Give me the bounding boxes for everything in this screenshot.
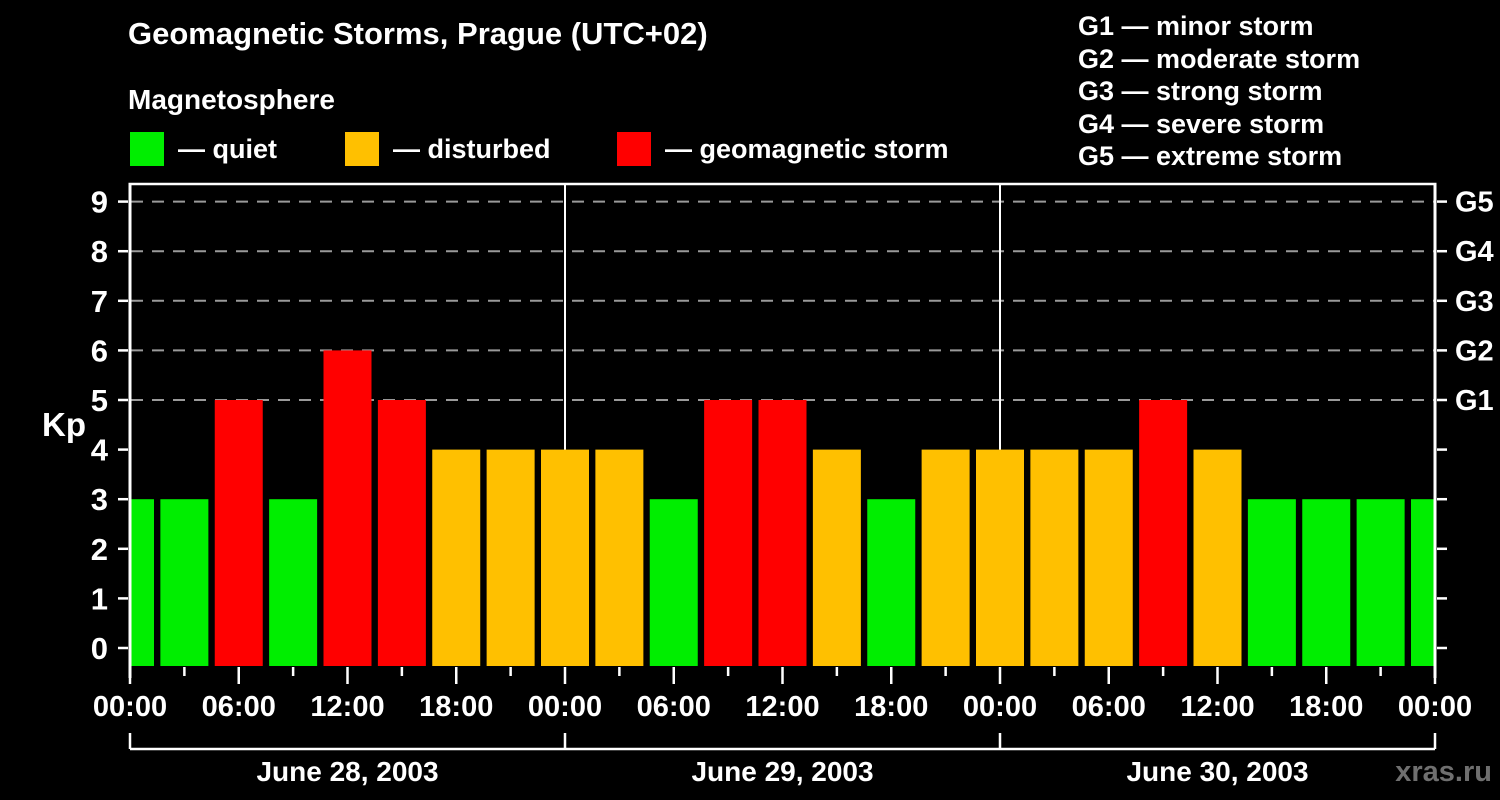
kp-bar [323, 350, 372, 666]
legend-label-disturbed: — disturbed [393, 133, 551, 164]
kp-bar [704, 400, 753, 666]
date-label: June 28, 2003 [256, 756, 438, 787]
kp-bar [758, 400, 807, 666]
kp-bar [976, 449, 1024, 666]
y-axis-tick-label: 2 [91, 532, 108, 567]
x-axis-tick-label: 18:00 [1289, 691, 1363, 723]
date-label: June 29, 2003 [691, 756, 873, 787]
g-scale-label: G4 [1455, 236, 1494, 268]
quiet-color-swatch [130, 132, 164, 166]
kp-bar [1356, 499, 1405, 666]
kp-bar [131, 499, 154, 666]
x-axis-tick-label: 06:00 [202, 691, 276, 723]
x-axis-tick-label: 18:00 [854, 691, 928, 723]
y-axis-tick-label: 8 [91, 234, 108, 269]
g-scale-label: G1 [1455, 385, 1494, 417]
kp-bar [867, 499, 916, 666]
y-axis-tick-label: 0 [91, 631, 108, 666]
kp-bar [1411, 499, 1434, 666]
g-scale-label: G3 [1455, 286, 1494, 318]
kp-bar [921, 449, 970, 666]
kp-bar [1030, 449, 1079, 666]
disturbed-color-swatch [345, 132, 379, 166]
kp-bar [1193, 449, 1242, 666]
y-axis-tick-label: 5 [91, 383, 108, 418]
chart-subtitle: Magnetosphere [128, 84, 335, 115]
y-axis-tick-label: 4 [91, 433, 109, 468]
kp-bar [649, 499, 698, 666]
y-axis-tick-label: 9 [91, 185, 108, 220]
legend-label-storm: — geomagnetic storm [665, 133, 949, 164]
x-axis-tick-label: 00:00 [93, 691, 167, 723]
g-scale-label: G5 [1455, 187, 1494, 219]
x-axis-tick-label: 06:00 [637, 691, 711, 723]
storm-scale-legend: G1 — minor storm G2 — moderate storm G3 … [1078, 10, 1360, 173]
x-axis-tick-label: 00:00 [963, 691, 1037, 723]
kp-bar [486, 449, 535, 666]
kp-bar [269, 499, 318, 666]
x-axis-tick-label: 06:00 [1072, 691, 1146, 723]
x-axis-tick-label: 12:00 [310, 691, 384, 723]
kp-bar [595, 449, 644, 666]
legend-item-disturbed: — disturbed [345, 130, 551, 168]
kp-bar [1302, 499, 1351, 666]
x-axis-tick-label: 00:00 [1398, 691, 1472, 723]
x-axis-tick-label: 00:00 [528, 691, 602, 723]
x-axis-tick-label: 12:00 [745, 691, 819, 723]
y-axis-tick-label: 1 [91, 581, 108, 616]
x-axis-tick-label: 12:00 [1180, 691, 1254, 723]
kp-bar [432, 449, 481, 666]
y-axis-tick-label: 6 [91, 333, 108, 368]
y-axis-tick-label: 7 [91, 284, 108, 319]
kp-bar [1247, 499, 1296, 666]
y-axis-tick-label: 3 [91, 482, 108, 517]
kp-bar [1139, 400, 1188, 666]
storm-scale-item-g2: G2 — moderate storm [1078, 43, 1361, 74]
kp-bar [160, 499, 209, 666]
storm-scale-item-g1: G1 — minor storm [1078, 11, 1314, 41]
kp-bar [1084, 449, 1133, 666]
x-axis-tick-label: 18:00 [419, 691, 493, 723]
kp-bar [541, 449, 589, 666]
kp-bar [377, 400, 426, 666]
storm-scale-item-g4: G4 — severe storm [1078, 108, 1325, 139]
date-label: June 30, 2003 [1126, 756, 1308, 787]
watermark-xras: xras.ru [1395, 756, 1492, 788]
legend-item-storm: — geomagnetic storm [617, 130, 949, 168]
legend-label-quiet: — quiet [178, 133, 277, 164]
kp-bar [812, 449, 861, 666]
storm-scale-item-g5: G5 — extreme storm [1078, 141, 1343, 171]
legend-item-quiet: — quiet [130, 130, 277, 168]
storm-color-swatch [617, 132, 651, 166]
page-title: Geomagnetic Storms, Prague (UTC+02) [128, 16, 708, 51]
kp-bar [214, 400, 263, 666]
storm-scale-item-g3: G3 — strong storm [1078, 76, 1323, 106]
g-scale-label: G2 [1455, 335, 1494, 367]
y-axis-title: Kp [42, 406, 86, 443]
